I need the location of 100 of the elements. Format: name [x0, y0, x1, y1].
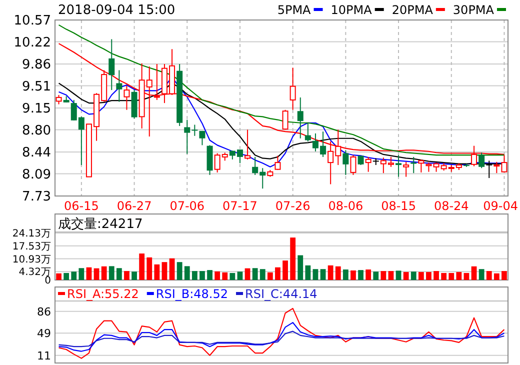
- candlestick: [199, 130, 206, 146]
- candlestick: [358, 155, 364, 166]
- y-tick-label: 17.53万: [12, 241, 51, 252]
- candlestick: [116, 70, 122, 102]
- bar: [116, 268, 122, 280]
- bar: [64, 272, 70, 280]
- candlestick: [154, 64, 160, 100]
- x-tick-label: 07-17: [222, 199, 258, 213]
- bar: [410, 272, 416, 280]
- y-tick-label: 8.44: [22, 146, 51, 161]
- bar: [358, 270, 364, 280]
- bar: [86, 267, 92, 280]
- candlestick: [304, 122, 311, 142]
- x-tick-label: 06-15: [64, 199, 99, 213]
- bar: [335, 266, 341, 280]
- bar: [78, 268, 84, 280]
- bar: [366, 269, 372, 280]
- candlestick: [282, 109, 288, 130]
- bar: [478, 269, 484, 280]
- bar: [214, 271, 220, 280]
- legend-label: RSI_B:48.52: [156, 287, 228, 301]
- bar: [471, 266, 477, 280]
- bar: [94, 268, 100, 280]
- bar: [237, 272, 243, 280]
- bar: [464, 272, 470, 280]
- candlestick: [410, 156, 417, 174]
- candlestick: [124, 85, 130, 110]
- bar: [154, 264, 160, 280]
- candlestick: [365, 156, 372, 172]
- bar: [426, 272, 432, 280]
- bar: [267, 272, 273, 280]
- bar: [380, 271, 386, 280]
- bar: [396, 270, 402, 280]
- y-tick-label: 9.15: [22, 102, 51, 117]
- candlestick: [396, 154, 402, 178]
- line-series: [58, 308, 505, 359]
- x-tick-label: 07-26: [275, 199, 310, 213]
- y-tick-label: 10.22: [14, 35, 51, 50]
- bar: [373, 272, 379, 280]
- bar: [252, 268, 258, 280]
- bar: [456, 272, 462, 280]
- bar: [328, 265, 334, 280]
- bar: [350, 270, 356, 280]
- bar: [139, 254, 145, 280]
- candlestick: [108, 38, 115, 91]
- legend-label: RSI_A:55.22: [67, 287, 139, 301]
- y-tick-label: 86: [37, 305, 51, 318]
- chart-title: 2018-09-04 15:00: [58, 3, 176, 18]
- bar: [486, 271, 492, 280]
- x-tick-label: 06-27: [116, 199, 152, 213]
- bar: [275, 267, 280, 280]
- bar: [101, 266, 107, 280]
- bar: [282, 260, 288, 280]
- y-tick-label: 9.51: [22, 79, 51, 94]
- bar: [162, 262, 168, 280]
- bar: [176, 262, 182, 280]
- x-tick-label: 08-15: [381, 199, 416, 213]
- candlestick: [350, 154, 356, 176]
- bar: [260, 269, 266, 280]
- y-tick-label: 0: [44, 276, 51, 287]
- candlestick: [478, 152, 485, 169]
- y-tick-label: 8.09: [22, 167, 51, 182]
- bar: [434, 271, 439, 280]
- candlestick: [297, 96, 304, 139]
- y-tick-label: 10.93万: [12, 254, 51, 266]
- bar: [108, 266, 114, 280]
- bar: [320, 269, 326, 280]
- bar: [230, 272, 236, 280]
- bar: [418, 272, 424, 280]
- y-tick-label: 9.86: [22, 58, 51, 73]
- candlestick: [274, 155, 281, 170]
- bar: [184, 266, 190, 280]
- y-tick-label: 8.80: [22, 123, 51, 138]
- bar: [124, 271, 130, 280]
- bar: [56, 273, 62, 280]
- line-series: [58, 322, 505, 352]
- bar: [441, 272, 447, 280]
- bar: [222, 272, 228, 280]
- bar: [192, 271, 198, 280]
- bar: [169, 258, 175, 280]
- bar: [448, 272, 454, 280]
- candlestick: [244, 129, 251, 160]
- bar: [502, 271, 507, 280]
- x-tick-label: 08-06: [328, 199, 364, 213]
- bar: [403, 272, 409, 280]
- y-tick-label: 49: [37, 327, 51, 340]
- bar: [200, 271, 205, 280]
- y-tick-label: 24.13万: [12, 228, 51, 240]
- bar: [244, 268, 250, 280]
- candlestick: [290, 67, 296, 110]
- bar: [207, 270, 212, 280]
- bar: [342, 269, 348, 280]
- legend-label: RSI_C:44.14: [245, 287, 318, 301]
- y-tick-label: 11: [37, 349, 51, 362]
- candlestick: [426, 162, 432, 172]
- bar: [494, 273, 500, 280]
- y-tick-label: 7.73: [22, 190, 51, 205]
- candlestick: [56, 94, 62, 105]
- legend-label: 30PMA: [452, 3, 495, 17]
- candlestick: [342, 150, 349, 176]
